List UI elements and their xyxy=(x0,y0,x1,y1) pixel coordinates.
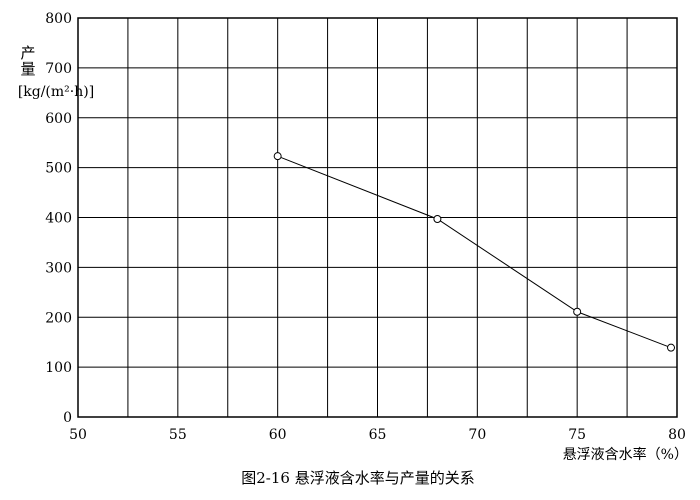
data-point xyxy=(667,343,676,352)
series-line xyxy=(277,155,672,349)
x-tick-label: 70 xyxy=(468,427,486,443)
y-axis-label-2: 量 xyxy=(20,60,35,78)
x-tick-label: 65 xyxy=(369,427,387,443)
x-tick-label: 60 xyxy=(269,427,287,443)
grid xyxy=(77,17,678,418)
x-tick-label: 80 xyxy=(668,427,686,443)
y-axis-label-1: 产 xyxy=(20,44,35,62)
y-tick-label: 400 xyxy=(45,211,72,227)
y-axis-label-unit: [kg/(m²·h)] xyxy=(18,84,94,100)
data-point xyxy=(573,307,582,316)
y-tick-label: 500 xyxy=(45,161,72,177)
x-tick-label: 55 xyxy=(169,427,187,443)
data-point xyxy=(433,214,442,223)
y-tick-label: 300 xyxy=(45,260,72,276)
y-tick-label: 200 xyxy=(45,310,72,326)
data-point xyxy=(273,152,282,161)
y-tick-label: 0 xyxy=(63,410,72,426)
y-tick-label: 100 xyxy=(45,360,72,376)
series xyxy=(273,152,676,352)
y-tick-label: 800 xyxy=(45,11,72,27)
y-tick-label: 700 xyxy=(45,61,72,77)
y-tick-label: 600 xyxy=(45,111,72,127)
plot-frame xyxy=(77,17,678,418)
x-tick-label: 75 xyxy=(568,427,586,443)
x-axis-label: 悬浮液含水率（%） xyxy=(563,446,688,463)
x-tick-label: 50 xyxy=(69,427,87,443)
chart-title: 图2-16 悬浮液含水率与产量的关系 xyxy=(241,469,474,487)
